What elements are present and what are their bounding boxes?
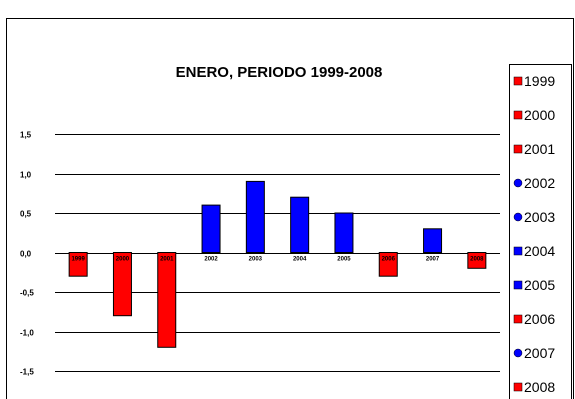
legend-box xyxy=(509,64,572,399)
y-tick-label: 0,0 xyxy=(20,250,32,259)
legend-swatch xyxy=(513,246,523,256)
x-tick-label: 2008 xyxy=(470,257,484,263)
x-tick-label: 2001 xyxy=(160,257,174,263)
legend: 1999 2000 2001 2002 2003 2004 2005 2006 2007 2008 xyxy=(509,64,572,399)
x-tick-label: 2000 xyxy=(116,257,130,263)
legend-label: 2008 xyxy=(524,379,555,395)
bars xyxy=(68,180,487,348)
x-tick-label: 1999 xyxy=(71,257,85,263)
bar-2006 xyxy=(378,252,398,277)
legend-swatch xyxy=(513,348,523,358)
y-tick-label: -1,0 xyxy=(20,329,34,338)
legend-label: 2000 xyxy=(524,107,555,123)
legend-label: 2006 xyxy=(524,311,555,327)
bar-2002 xyxy=(201,204,221,254)
bar-2001 xyxy=(157,252,177,348)
bar-2005 xyxy=(334,212,354,253)
bar-2003 xyxy=(245,180,265,253)
bar-2004 xyxy=(290,196,310,253)
legend-swatch xyxy=(513,212,523,222)
legend-label: 2003 xyxy=(524,209,555,225)
bar-1999 xyxy=(68,252,88,277)
x-tick-label: 2006 xyxy=(382,257,396,263)
x-tick-label: 2003 xyxy=(249,257,263,263)
bar-2008 xyxy=(467,252,487,269)
legend-swatch xyxy=(513,76,523,86)
legend-label: 2007 xyxy=(524,345,555,361)
legend-swatch xyxy=(513,144,523,154)
legend-swatch xyxy=(513,178,523,188)
x-axis-labels: 1999 2000 2001 2002 2003 2004 2005 2006 2007 2008 xyxy=(71,257,484,263)
bar-2007 xyxy=(423,228,443,254)
legend-swatch xyxy=(513,110,523,120)
y-tick-label: -1,5 xyxy=(20,368,34,377)
chart-border xyxy=(6,18,574,399)
x-tick-label: 2005 xyxy=(337,257,351,263)
x-tick-label: 2004 xyxy=(293,257,307,263)
legend-label: 2005 xyxy=(524,277,555,293)
x-tick-label: 2002 xyxy=(204,257,218,263)
legend-swatch xyxy=(513,314,523,324)
legend-label: 2002 xyxy=(524,175,555,191)
legend-label: 2004 xyxy=(524,243,555,259)
legend-label: 2001 xyxy=(524,141,555,157)
legend-label: 1999 xyxy=(524,73,555,89)
y-tick-label: 0,5 xyxy=(20,210,32,219)
y-axis-ticks: 1,5 1,0 0,5 0,0 -0,5 -1,0 -1,5 xyxy=(20,131,34,377)
y-tick-label: 1,0 xyxy=(20,171,32,180)
legend-swatch xyxy=(513,382,523,392)
y-tick-label: 1,5 xyxy=(20,131,32,140)
chart-title: ENERO, PERIODO 1999-2008 xyxy=(176,64,383,81)
bar-2000 xyxy=(112,252,132,317)
y-tick-label: -0,5 xyxy=(20,289,34,298)
legend-swatch xyxy=(513,280,523,290)
x-tick-label: 2007 xyxy=(426,257,440,263)
